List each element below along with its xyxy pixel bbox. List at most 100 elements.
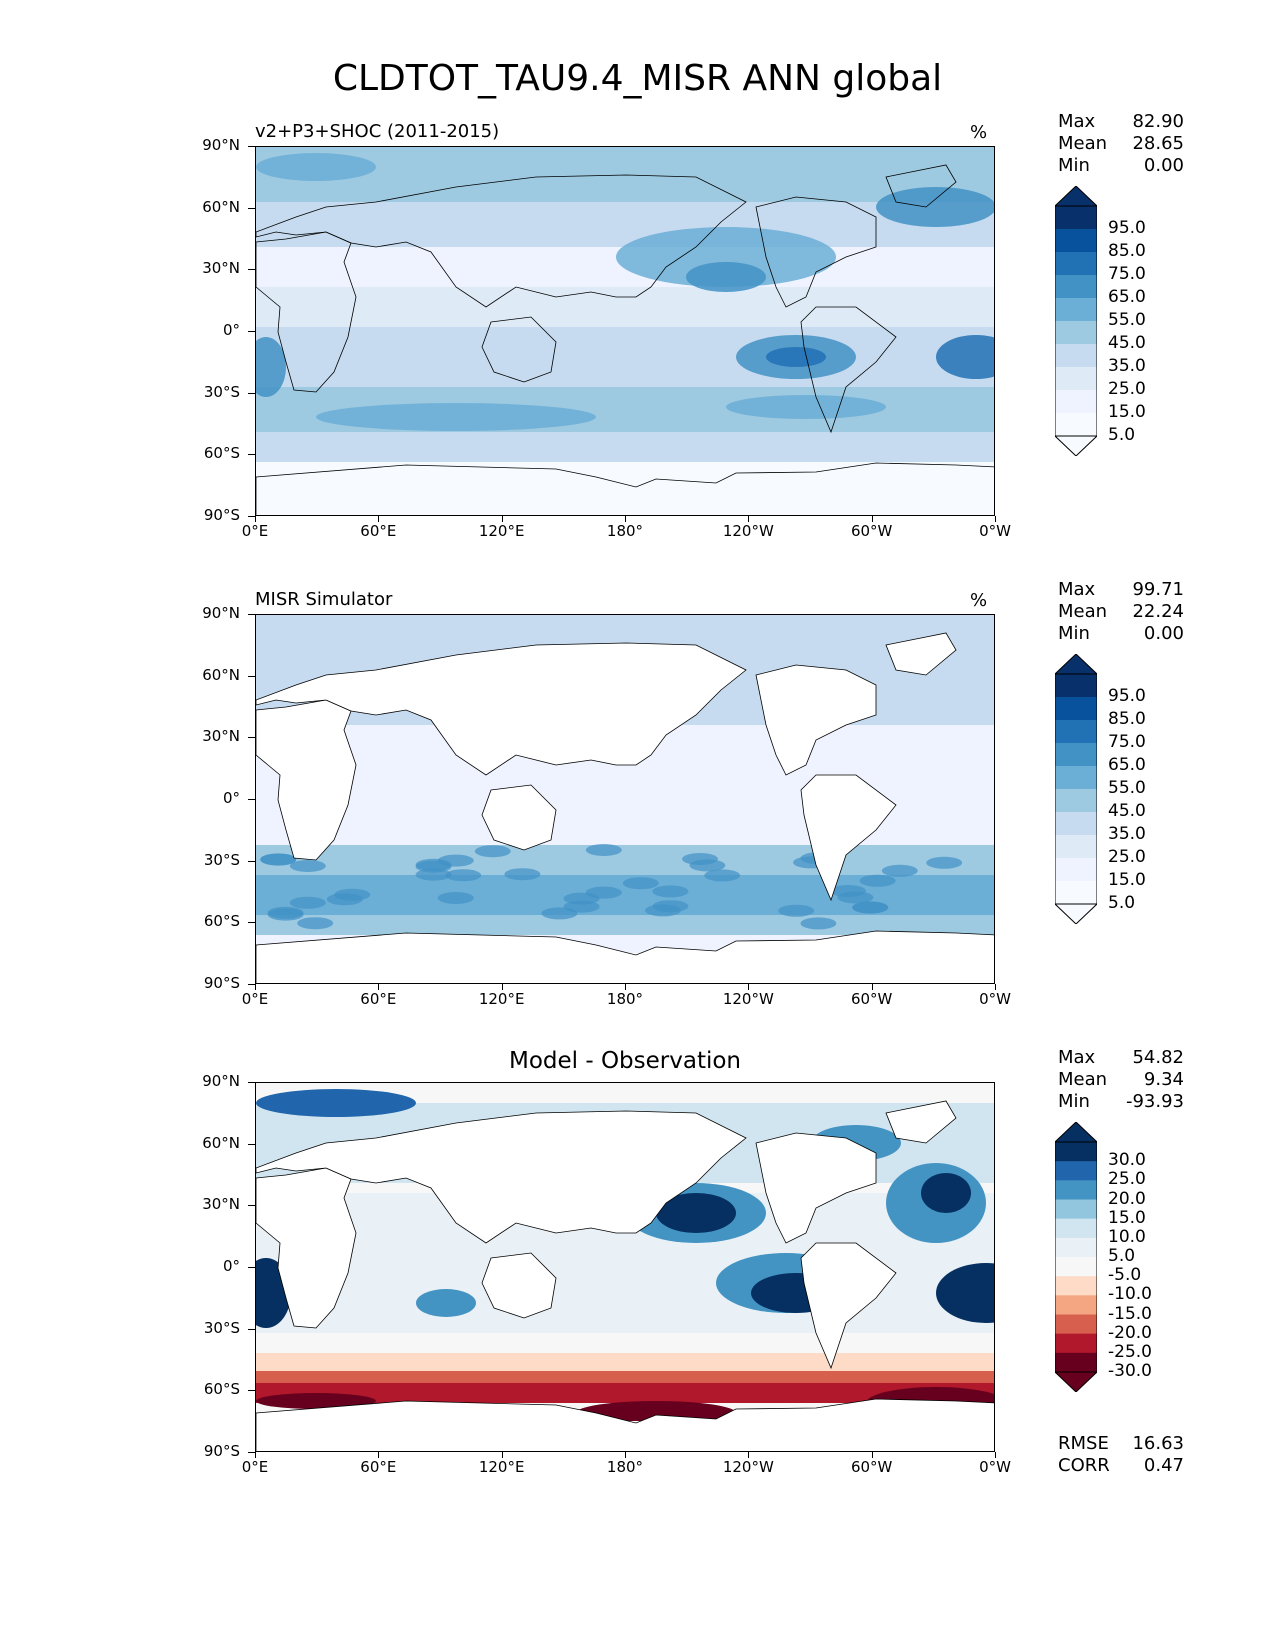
lon-tick-label: 0°W	[979, 522, 1011, 540]
colorbar-segment	[1055, 1199, 1097, 1220]
lat-tick-label: 30°N	[202, 259, 240, 278]
lat-tick	[248, 1390, 255, 1392]
positive-bias	[416, 1289, 476, 1317]
lat-tick	[248, 1328, 255, 1330]
lon-tick	[378, 1452, 380, 1458]
lon-tick-label: 120°E	[478, 522, 525, 540]
cloud-patch	[682, 853, 718, 865]
field-band	[256, 287, 994, 327]
colorbar-label: -10.0	[1108, 1284, 1152, 1305]
lon-tick-label: 0°E	[241, 990, 269, 1008]
colorbar-label: 85.0	[1108, 241, 1146, 261]
colorbar-label: 15.0	[1108, 402, 1146, 422]
panel-unit: %	[970, 590, 988, 611]
colorbar-segment	[1055, 275, 1097, 299]
coastline	[256, 462, 994, 515]
lon-tick-label: 60°W	[850, 1458, 893, 1476]
cloud-patch	[800, 917, 837, 930]
lat-tick-label: 90°N	[202, 1072, 240, 1090]
colorbar-label: 25.0	[1108, 1169, 1146, 1190]
field-band	[256, 327, 994, 387]
colorbar-segment	[1055, 812, 1097, 836]
colorbar-segment	[1055, 1276, 1097, 1296]
panel-difference: Model - Observation 90°N 60°N 30°N 0° 30°S 60…	[0, 1047, 1275, 1522]
colorbar-extend-bottom	[1053, 903, 1099, 925]
colorbar-label: 5.0	[1108, 1246, 1136, 1266]
colorbar-segment	[1055, 674, 1097, 698]
lon-tick	[378, 984, 380, 990]
lon-tick	[748, 984, 750, 990]
lat-tick	[248, 516, 255, 517]
colorbar-label: -5.0	[1108, 1265, 1142, 1286]
stat-key: RMSE	[1058, 1433, 1109, 1454]
cloud-patch	[541, 907, 578, 920]
lon-tick	[995, 984, 996, 990]
colorbar-label: -30.0	[1108, 1361, 1152, 1381]
panel-title: v2+P3+SHOC (2011-2015)	[255, 121, 500, 142]
colorbar-label: 5.0	[1108, 425, 1136, 445]
colorbar-segment	[1055, 1333, 1097, 1354]
cloud-patch	[766, 347, 826, 367]
colorbar-segment	[1055, 1218, 1097, 1239]
colorbar-label: 55.0	[1108, 310, 1146, 330]
lat-tick-label: 0°	[222, 789, 240, 807]
lat-tick	[248, 799, 255, 800]
lat-tick-label: 90°S	[203, 1442, 240, 1460]
coastline	[800, 774, 897, 902]
colorbar-label: 75.0	[1108, 732, 1146, 752]
colorbar-segment	[1055, 835, 1097, 859]
colorbar-segment	[1055, 1352, 1097, 1373]
lat-tick-label: 90°S	[203, 974, 240, 992]
lat-tick-label: 60°N	[202, 665, 240, 684]
colorbar-label: 35.0	[1108, 824, 1146, 844]
lon-tick	[748, 1452, 750, 1458]
lon-tick	[255, 1452, 256, 1458]
colorbar-extend-bottom	[1053, 435, 1099, 457]
lon-tick	[625, 516, 626, 522]
field-band	[256, 432, 994, 462]
colorbar-segment	[1055, 1257, 1097, 1277]
lat-tick	[248, 269, 255, 271]
panel-title: MISR Simulator	[255, 589, 393, 610]
colorbar-segment	[1055, 367, 1097, 391]
colorbar-segment	[1055, 1142, 1097, 1162]
stat-value: 54.82	[1132, 1047, 1184, 1068]
lon-tick-label: 60°W	[850, 990, 893, 1008]
panel-title: Model - Observation	[508, 1048, 742, 1074]
field-band	[256, 462, 994, 515]
cloud-patch	[297, 917, 334, 930]
coastline	[481, 316, 557, 383]
cloud-patch	[686, 262, 766, 292]
lat-tick	[248, 1143, 255, 1145]
colorbar-label: 95.0	[1108, 218, 1146, 238]
cloud-patch	[256, 153, 376, 181]
colorbar-label: 85.0	[1108, 709, 1146, 729]
lon-tick-label: 60°E	[360, 1458, 397, 1476]
cloud-patch	[881, 864, 918, 877]
lat-tick-label: 90°S	[203, 506, 240, 524]
lat-tick	[248, 614, 255, 615]
field-band	[256, 202, 994, 247]
lat-tick	[248, 454, 255, 456]
cloud-patch	[936, 335, 994, 379]
stat-key: Max	[1058, 111, 1096, 132]
lon-tick-label: 0°W	[979, 990, 1011, 1008]
stat-value: 16.63	[1132, 1433, 1184, 1454]
stat-value: 9.34	[1143, 1069, 1184, 1090]
cloud-patch	[415, 868, 452, 881]
lon-tick-label: 120°W	[722, 522, 774, 540]
colorbar-segment	[1055, 766, 1097, 790]
lon-tick	[255, 984, 256, 990]
stat-value: 0.00	[1143, 155, 1184, 176]
lon-tick	[625, 984, 626, 990]
cloud-patch	[504, 868, 541, 881]
lon-tick	[501, 984, 503, 990]
lon-tick	[625, 1452, 626, 1458]
lat-tick-label: 0°	[222, 321, 240, 339]
cloud-patch	[289, 860, 326, 872]
cloud-patch	[585, 844, 622, 856]
lat-tick-label: 90°N	[202, 136, 240, 154]
lon-tick-label: 0°W	[979, 1458, 1011, 1476]
lat-tick	[248, 922, 255, 924]
field-band	[256, 147, 994, 202]
